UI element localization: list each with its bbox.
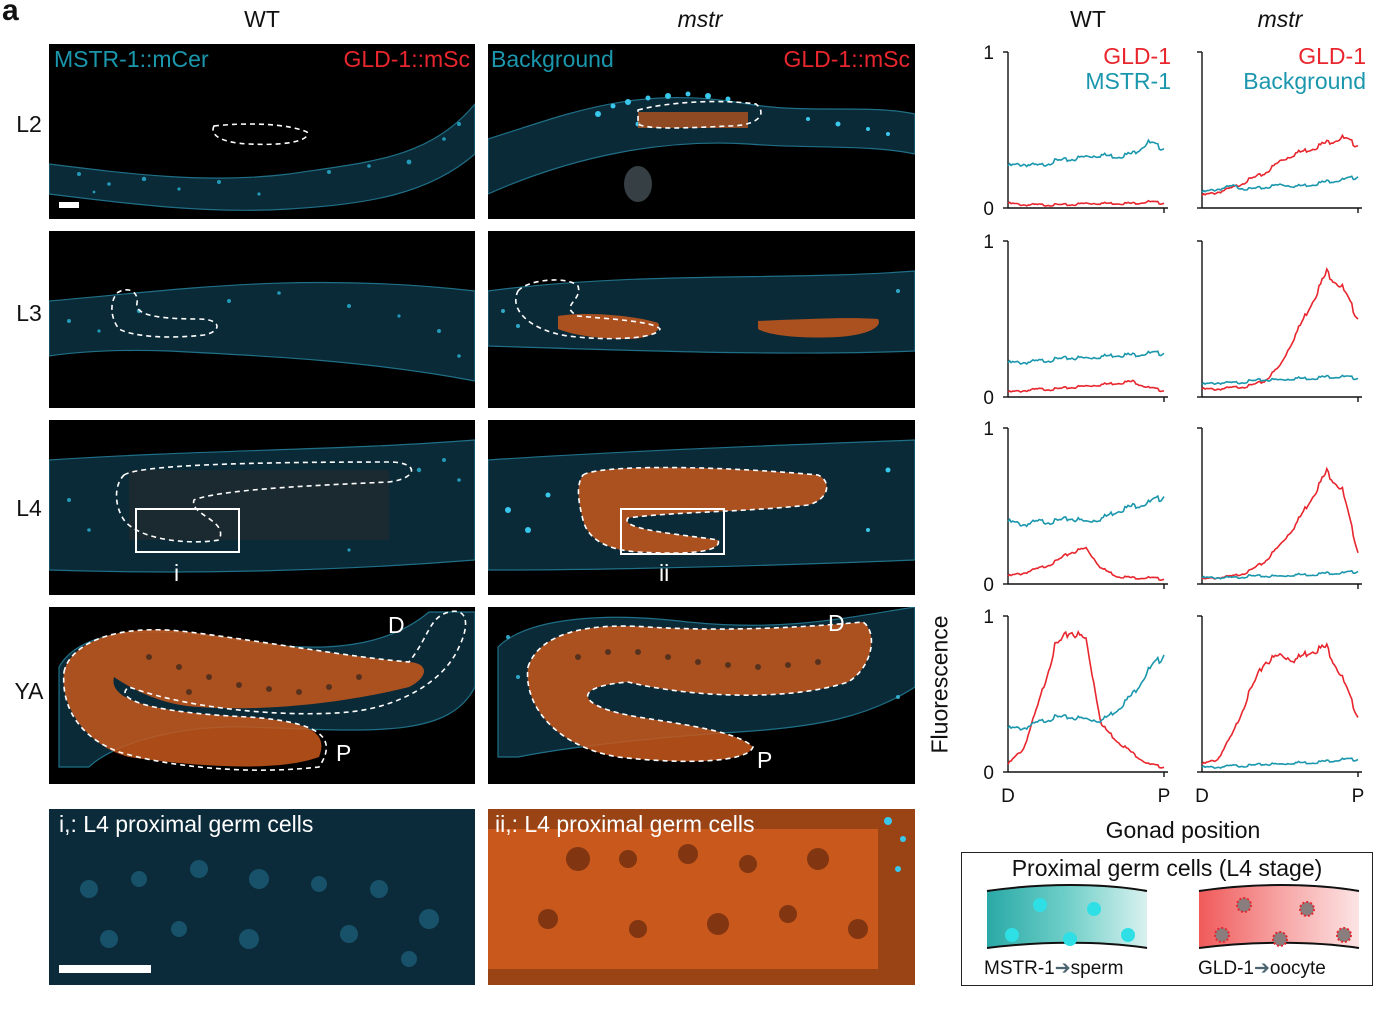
marker-proximal-mstr: P: [757, 747, 773, 773]
zoom-inset-mstr: ii,: L4 proximal germ cells: [488, 809, 915, 985]
series-line-mstr-1-ya-wt: [1007, 654, 1165, 731]
y-tick-label-1-l2-wt: 1: [983, 43, 994, 64]
inset-label-i: i: [174, 560, 180, 586]
series-line-mstr-1-l3-wt: [1007, 350, 1165, 366]
series-line-gld-1-l4-mstr: [1201, 466, 1359, 580]
schematic-left-caption-a: MSTR-1: [984, 958, 1055, 979]
series-line-background-ya-mstr: [1201, 757, 1359, 770]
schematic-right-caption-a: GLD-1: [1198, 958, 1254, 979]
y-tick-label-0-l2-wt: 0: [983, 199, 994, 220]
zoom-inset-wt: i,: L4 proximal germ cells: [49, 809, 475, 985]
zoom-wt-title: i,: L4 proximal germ cells: [59, 811, 314, 837]
schematic-right-caption-b: oocyte: [1269, 958, 1326, 979]
micrograph-l2-wt: MSTR-1::mCer GLD-1::mSc: [49, 44, 475, 219]
micrograph-l3-wt: [49, 231, 475, 408]
micrograph-l3-mstr: [488, 231, 915, 408]
x-axis-label: Gonad position: [1105, 817, 1261, 843]
y-tick-label-0-l3-wt: 0: [983, 388, 994, 409]
wt-red-channel-label: GLD-1::mSc: [343, 46, 470, 72]
panel-letter: a: [2, 0, 19, 27]
plot-column-header-mstr: mstr: [1257, 6, 1303, 32]
series-line-gld-1-l2-mstr: [1201, 133, 1359, 197]
mstr-channel-label: Background: [491, 46, 614, 72]
row-label-l4: L4: [16, 495, 42, 521]
series-line-gld-1-l3-mstr: [1201, 267, 1359, 391]
legend-wt-gld1: GLD-1: [1103, 43, 1171, 69]
inset-label-ii: ii: [659, 560, 670, 586]
legend-mstr-gld1: GLD-1: [1298, 43, 1366, 69]
series-line-background-l4-mstr: [1201, 569, 1359, 580]
x-tick-label-p-ya-wt: P: [1158, 786, 1171, 807]
zoom-mstr-title: ii,: L4 proximal germ cells: [495, 811, 755, 837]
schematic-box: Proximal germ cells (L4 stage) MSTR-1➔sp…: [961, 852, 1373, 986]
micrograph-ya-mstr: D P: [488, 607, 915, 784]
series-line-gld-1-ya-mstr: [1201, 642, 1359, 765]
y-tick-label-0-ya-wt: 0: [983, 763, 994, 784]
schematic-right-caption: GLD-1➔oocyte: [1198, 957, 1326, 980]
marker-proximal: P: [336, 740, 352, 766]
legend-wt: GLD-1 MSTR-1: [1040, 44, 1171, 94]
y-tick-label-1-l4-wt: 1: [983, 419, 994, 440]
mstr-red-channel-label: GLD-1::mSc: [783, 46, 910, 72]
column-header-wt: WT: [244, 6, 280, 32]
row-label-ya: YA: [14, 678, 44, 704]
schematic-title: Proximal germ cells (L4 stage): [1011, 855, 1323, 881]
series-line-gld-1-l3-wt: [1007, 379, 1165, 393]
series-line-gld-1-l4-wt: [1007, 546, 1165, 582]
micrograph-l2-mstr: Background GLD-1::mSc: [488, 44, 915, 219]
micrograph-l4-mstr: ii: [488, 420, 915, 595]
legend-wt-mstr1: MSTR-1: [1085, 68, 1171, 94]
y-tick-label-1-ya-wt: 1: [983, 607, 994, 628]
x-tick-label-d-ya-wt: D: [1001, 786, 1015, 807]
series-line-gld-1-ya-wt: [1007, 629, 1165, 769]
y-tick-label-1-l3-wt: 1: [983, 232, 994, 253]
micrograph-l4-wt: i: [49, 420, 475, 595]
schematic-left-caption: MSTR-1➔sperm: [984, 957, 1123, 980]
arrow-right-icon: ➔: [1054, 958, 1071, 979]
y-tick-label-0-l4-wt: 0: [983, 575, 994, 596]
y-axis-label: Fluorescence: [926, 615, 953, 754]
marker-distal-mstr: D: [828, 610, 845, 636]
x-tick-label-p-ya-mstr: P: [1352, 786, 1365, 807]
legend-mstr-background: Background: [1243, 68, 1366, 94]
column-header-mstr: mstr: [677, 6, 723, 32]
micrograph-ya-wt: D P: [49, 607, 475, 784]
schematic-left-caption-b: sperm: [1070, 958, 1124, 979]
x-tick-label-d-ya-mstr: D: [1195, 786, 1209, 807]
series-line-background-l2-mstr: [1201, 175, 1359, 193]
arrow-right-icon: ➔: [1253, 958, 1270, 979]
wt-channel-label: MSTR-1::mCer: [54, 46, 209, 72]
row-label-l3: L3: [16, 300, 42, 326]
series-line-background-l3-mstr: [1201, 374, 1359, 386]
series-line-mstr-1-l4-wt: [1007, 494, 1165, 528]
series-line-mstr-1-l2-wt: [1007, 138, 1165, 168]
plot-column-header-wt: WT: [1070, 6, 1106, 32]
series-line-gld-1-l2-wt: [1007, 199, 1165, 207]
marker-distal: D: [388, 612, 405, 638]
legend-mstr: GLD-1 Background: [1200, 44, 1366, 94]
row-label-l2: L2: [16, 111, 42, 137]
